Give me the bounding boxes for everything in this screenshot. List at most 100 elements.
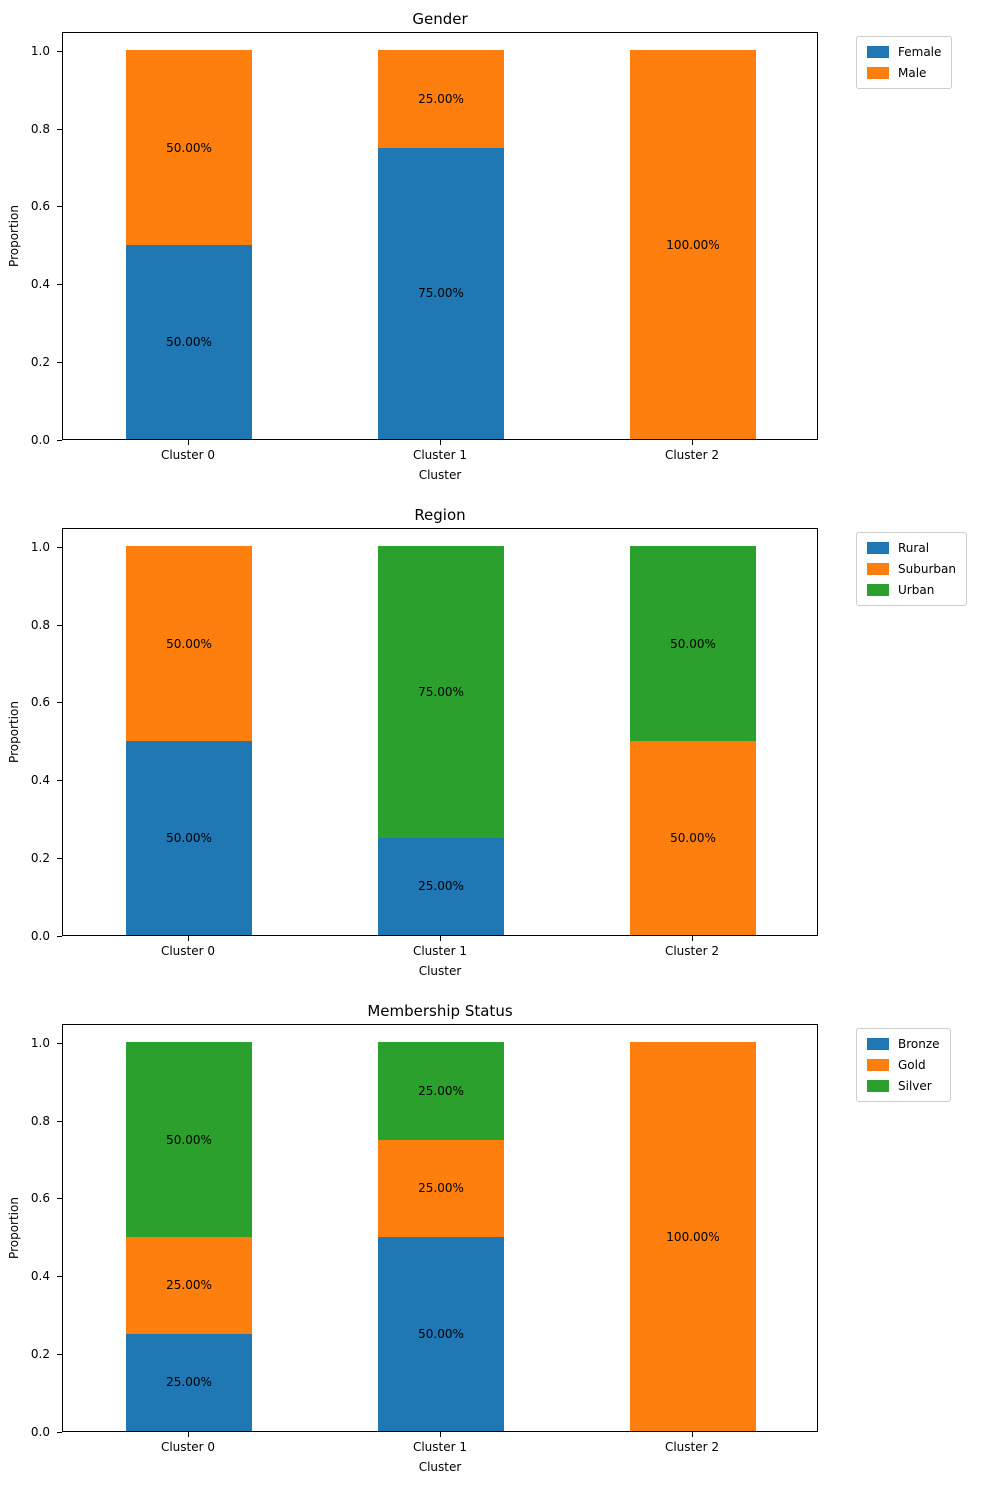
x-axis-label: Cluster: [418, 964, 462, 978]
bar-segment: 50.00%: [126, 740, 252, 935]
legend: Rural Suburban Urban: [856, 532, 967, 606]
y-tick-mark: [57, 128, 62, 130]
legend-item: Male: [867, 66, 941, 80]
legend-item: Rural: [867, 541, 956, 555]
legend-color-swatch: [867, 542, 889, 554]
y-tick-label: 0.2: [30, 354, 50, 369]
bar-segment-label: 25.00%: [166, 1278, 212, 1293]
y-tick-label: 0.8: [30, 121, 50, 136]
y-tick-label: 0.0: [30, 432, 50, 447]
x-tick-label: Cluster 1: [412, 944, 468, 958]
bar-segment-label: 50.00%: [418, 1326, 464, 1341]
legend-item: Silver: [867, 1079, 940, 1093]
y-tick-mark: [57, 1276, 62, 1278]
bar-segment: 25.00%: [378, 50, 504, 148]
y-tick-mark: [57, 1042, 62, 1044]
x-tick-label: Cluster 0: [160, 944, 216, 958]
y-tick-mark: [57, 935, 62, 937]
legend-label: Silver: [898, 1079, 932, 1093]
y-tick-label: 1.0: [30, 1035, 50, 1050]
x-axis-label: Cluster: [418, 1460, 462, 1474]
chart-gender: Gender Proportion 50.00% 50.00% 75.00% 25.0…: [0, 0, 989, 496]
y-tick-label: 1.0: [30, 539, 50, 554]
bar-segment-label: 25.00%: [166, 1375, 212, 1390]
bar-segment-label: 25.00%: [418, 92, 464, 106]
legend-item: Bronze: [867, 1037, 940, 1051]
bar-segment: 75.00%: [378, 147, 504, 439]
y-tick-label: 0.0: [30, 928, 50, 943]
bar-segment-label: 75.00%: [418, 286, 464, 301]
y-tick-label: 0.6: [30, 695, 50, 710]
y-tick-mark: [57, 1120, 62, 1122]
bar-segment-label: 50.00%: [670, 636, 716, 651]
bar-segment-label: 50.00%: [166, 830, 212, 845]
legend-color-swatch: [867, 1059, 889, 1071]
y-tick-label: 0.4: [30, 277, 50, 292]
legend: Female Male: [856, 36, 953, 89]
x-tick-mark: [439, 440, 441, 445]
x-axis-label: Cluster: [418, 468, 462, 482]
bar-segment: 50.00%: [126, 50, 252, 245]
x-tick-label: Cluster 1: [412, 448, 468, 462]
y-tick-mark: [57, 284, 62, 286]
legend-label: Gold: [898, 1058, 926, 1072]
legend-item: Urban: [867, 583, 956, 597]
y-tick-label: 0.4: [30, 1269, 50, 1284]
y-tick-label: 0.8: [30, 617, 50, 632]
y-tick-mark: [57, 50, 62, 52]
y-tick-mark: [57, 702, 62, 704]
x-tick-label: Cluster 1: [412, 1440, 468, 1454]
legend-color-swatch: [867, 584, 889, 596]
bar-segment: 50.00%: [630, 740, 756, 935]
bar-segment-label: 75.00%: [418, 685, 464, 700]
x-tick-mark: [691, 440, 693, 445]
plot-area: 25.00% 25.00% 50.00% 50.00% 25.00% 25.00% 100.…: [62, 1024, 818, 1432]
x-tick-label: Cluster 0: [160, 1440, 216, 1454]
chart-title: Region: [414, 506, 466, 524]
y-tick-mark: [57, 546, 62, 548]
y-tick-mark: [57, 206, 62, 208]
bar-segment: 50.00%: [126, 1042, 252, 1237]
y-tick-mark: [57, 1353, 62, 1355]
bar-segment-label: 50.00%: [166, 334, 212, 349]
bar-segment-label: 50.00%: [670, 830, 716, 845]
bar-segment: 75.00%: [378, 546, 504, 838]
legend-item: Gold: [867, 1058, 940, 1072]
x-tick-label: Cluster 2: [664, 448, 720, 462]
y-tick-mark: [57, 1431, 62, 1433]
legend-label: Rural: [898, 541, 930, 555]
bar-segment: 25.00%: [378, 1139, 504, 1237]
bar-segment: 50.00%: [630, 546, 756, 741]
chart-title: Membership Status: [367, 1002, 513, 1020]
legend-color-swatch: [867, 67, 889, 79]
y-tick-label: 1.0: [30, 43, 50, 58]
chart-membership-status: Membership Status Proportion 25.00% 25.00…: [0, 992, 989, 1488]
bar-segment-label: 25.00%: [418, 1181, 464, 1196]
x-tick-mark: [187, 440, 189, 445]
bar-segment: 50.00%: [126, 244, 252, 439]
y-tick-label: 0.2: [30, 850, 50, 865]
bar-segment: 100.00%: [630, 1042, 756, 1431]
bar-segment-label: 50.00%: [166, 636, 212, 651]
bar-segment: 50.00%: [378, 1236, 504, 1431]
x-tick-label: Cluster 0: [160, 448, 216, 462]
bar-segment-label: 25.00%: [418, 879, 464, 894]
x-tick-mark: [187, 1432, 189, 1437]
bar-segment: 50.00%: [126, 546, 252, 741]
x-tick-mark: [691, 1432, 693, 1437]
y-tick-label: 0.8: [30, 1113, 50, 1128]
legend-label: Female: [898, 45, 942, 59]
bar-segment-label: 25.00%: [418, 1084, 464, 1098]
x-tick-mark: [187, 936, 189, 941]
y-tick-label: 0.2: [30, 1346, 50, 1361]
legend-color-swatch: [867, 563, 889, 575]
x-tick-mark: [439, 936, 441, 941]
legend-color-swatch: [867, 1080, 889, 1092]
bar-segment: 25.00%: [126, 1236, 252, 1334]
bar-segment: 25.00%: [126, 1333, 252, 1431]
y-tick-mark: [57, 361, 62, 363]
y-tick-mark: [57, 439, 62, 441]
legend-color-swatch: [867, 1038, 889, 1050]
legend-item: Suburban: [867, 562, 956, 576]
